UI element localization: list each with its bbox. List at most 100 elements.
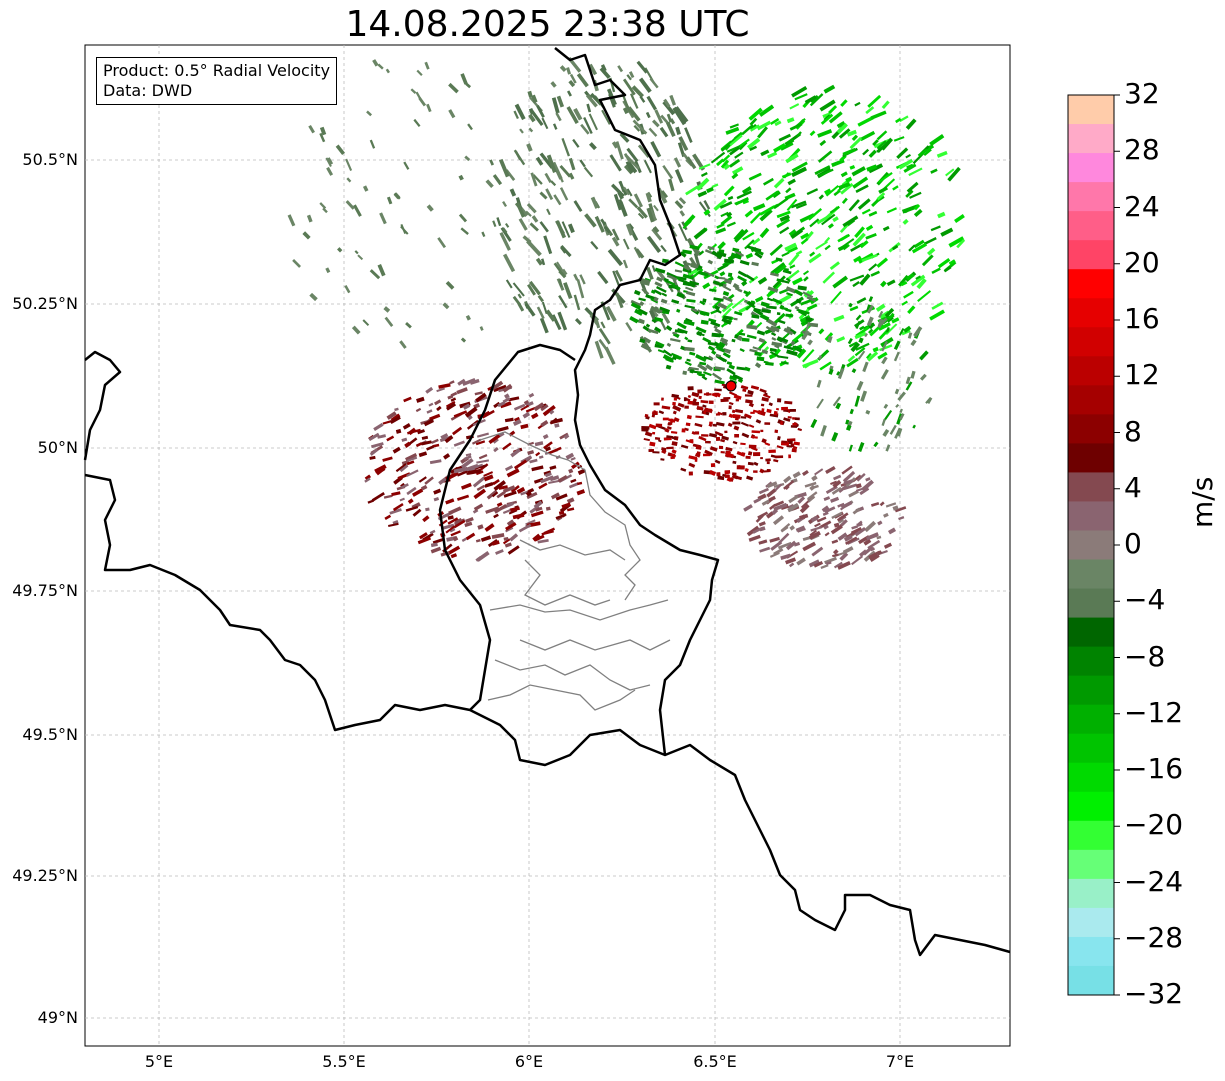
radar-echo (661, 447, 667, 451)
radar-echo (402, 423, 411, 430)
radar-echo (864, 332, 868, 338)
radar-echo (721, 340, 728, 346)
radar-echo (728, 401, 734, 406)
radar-echo (672, 331, 677, 335)
radar-echo (456, 494, 470, 501)
radar-echo (549, 465, 557, 470)
radar-echo (466, 419, 479, 430)
radar-echo (878, 186, 889, 194)
radar-echo (751, 261, 759, 267)
radar-echo (840, 99, 848, 107)
radar-echo (496, 490, 506, 499)
radar-echo (672, 401, 676, 406)
radar-echo (784, 138, 795, 146)
radar-echo (407, 498, 414, 505)
radar-echo (689, 368, 694, 374)
radar-echo (832, 216, 839, 223)
radar-echo (823, 524, 829, 530)
radar-echo (677, 327, 688, 335)
radar-echo (724, 470, 729, 475)
radar-echo (905, 381, 913, 391)
radar-echo (345, 158, 353, 171)
radar-echo (773, 143, 786, 153)
radar-echo (866, 316, 874, 327)
radar-echo (457, 378, 466, 386)
radar-echo (533, 500, 543, 509)
radar-echo (475, 392, 487, 403)
radar-echo (744, 413, 752, 419)
lat-label-50: 50°N (37, 438, 78, 457)
radar-echo (830, 480, 838, 486)
radar-echo (306, 214, 313, 223)
radar-echo (531, 465, 544, 472)
radar-echo (399, 464, 409, 473)
radar-echo (882, 225, 890, 232)
radar-echo (778, 133, 791, 142)
radar-echo (708, 400, 714, 405)
radar-echo (535, 156, 544, 166)
radar-echo (771, 341, 783, 347)
radar-echo (674, 169, 684, 184)
radar-echo (648, 423, 657, 430)
radar-echo (883, 403, 889, 409)
radar-echo (752, 346, 762, 351)
radar-echo (450, 391, 458, 397)
radar-echo (777, 435, 781, 441)
radar-echo (864, 520, 877, 533)
radar-echo (767, 151, 778, 159)
radar-echo (713, 198, 727, 211)
radar-echo (345, 200, 355, 210)
radar-echo (751, 246, 762, 253)
radar-echo (854, 347, 866, 357)
radar-echo (774, 120, 782, 127)
radar-echo (523, 400, 530, 406)
radar-echo (545, 309, 556, 322)
radar-echo (858, 337, 864, 344)
radar-echo (861, 253, 878, 263)
radar-echo (431, 438, 439, 444)
radar-echo (781, 251, 790, 257)
radar-echo (883, 409, 893, 421)
radar-echo (913, 239, 925, 249)
colorbar-segment (1068, 733, 1114, 764)
radar-echo (703, 393, 712, 396)
colorbar-segment (1068, 675, 1114, 706)
radar-site-marker (725, 380, 737, 392)
radar-echo (573, 294, 581, 311)
radar-echo (850, 242, 865, 252)
colorbar-segment (1068, 849, 1114, 880)
radar-echo (859, 273, 871, 286)
radar-echo (512, 282, 525, 297)
lat-label-49-25: 49.25°N (12, 866, 78, 885)
radar-echo (548, 446, 562, 455)
radar-echo (346, 177, 352, 183)
colorbar-segment (1068, 791, 1114, 822)
radar-echo (540, 404, 549, 412)
radar-echo (895, 403, 900, 408)
radar-echo (780, 523, 791, 532)
radar-echo (820, 564, 829, 570)
radar-echo (676, 308, 681, 313)
radar-echo (827, 223, 834, 229)
radar-echo (809, 130, 816, 137)
radar-echo (573, 273, 579, 281)
radar-echo (850, 342, 861, 353)
radar-echo (881, 356, 888, 365)
radar-echo (816, 379, 822, 388)
colorbar-segment (1068, 240, 1114, 270)
radar-echo (687, 394, 692, 399)
radar-echo (538, 455, 544, 459)
radar-echo (406, 456, 418, 462)
radar-echo (766, 408, 772, 414)
lon-label-5: 5°E (144, 1052, 174, 1071)
radar-echo (502, 227, 508, 234)
radar-echo (597, 270, 609, 285)
radar-echo (650, 305, 662, 314)
radar-echo (830, 524, 843, 535)
radar-echo (791, 332, 804, 343)
radar-echo (645, 192, 652, 203)
radar-echo (550, 180, 557, 187)
radar-echo (517, 293, 522, 299)
radar-echo (760, 403, 765, 407)
